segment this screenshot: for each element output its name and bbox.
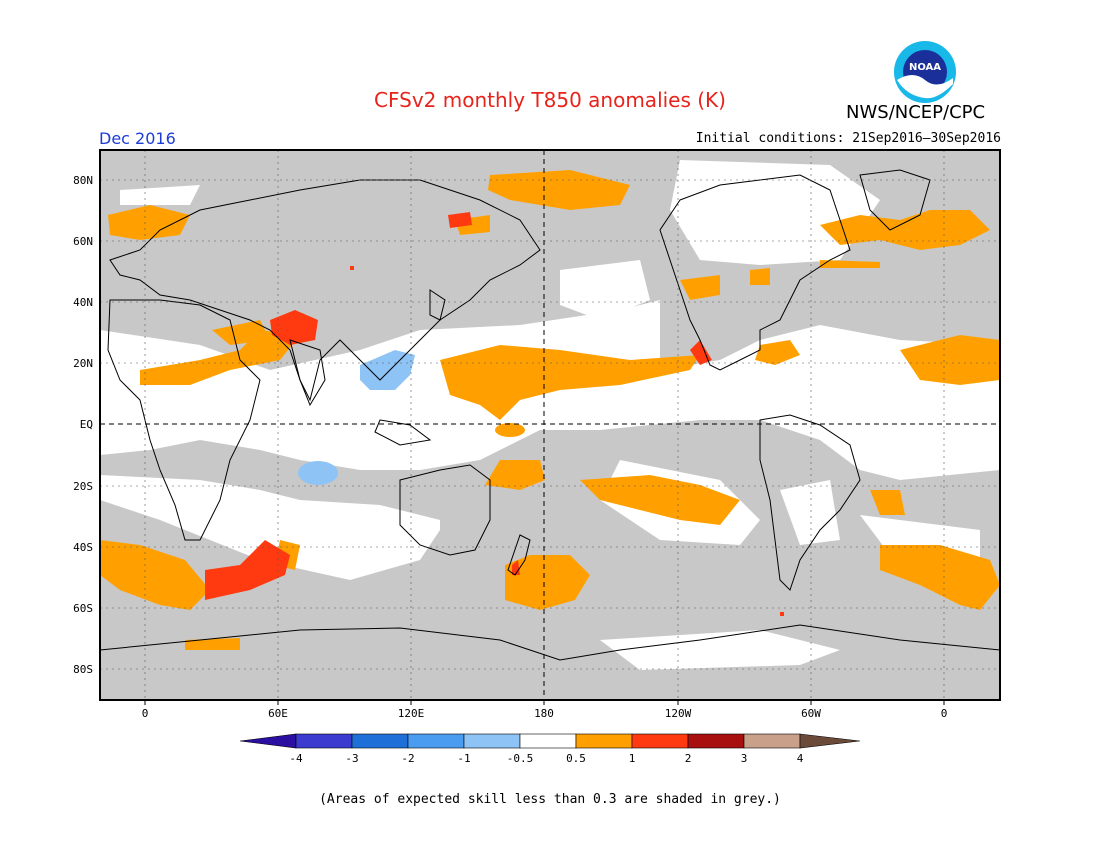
noaa-logo: NOAA xyxy=(894,41,956,103)
month-label: Dec 2016 xyxy=(99,129,176,148)
legend-label: 2 xyxy=(685,752,692,765)
equator-dateline xyxy=(100,150,1000,700)
legend-label: 3 xyxy=(741,752,748,765)
footnote: (Areas of expected skill less than 0.3 a… xyxy=(319,792,781,807)
legend-label: 4 xyxy=(797,752,804,765)
axis-ticks xyxy=(144,700,945,705)
cold-anomaly-regions xyxy=(298,350,415,485)
y-tick-label: 60N xyxy=(73,235,93,248)
legend-arrow-high xyxy=(799,733,861,749)
org-label: NWS/NCEP/CPC xyxy=(846,102,986,123)
x-tick-label: 120E xyxy=(398,707,425,720)
page-title: CFSv2 monthly T850 anomalies (K) xyxy=(374,88,726,112)
map-field xyxy=(100,150,1000,700)
x-tick-label: 0 xyxy=(941,707,948,720)
x-tick-label: 120W xyxy=(665,707,692,720)
legend-label: -4 xyxy=(289,752,303,765)
graticule xyxy=(100,150,1000,700)
legend-label: -2 xyxy=(401,752,414,765)
y-tick-label: EQ xyxy=(80,418,93,431)
legend-label: 0.5 xyxy=(566,752,586,765)
y-tick-label: 40N xyxy=(73,296,93,309)
legend-swatch xyxy=(687,733,745,749)
legend-swatch xyxy=(743,733,801,749)
y-tick-labels: 80N 60N 40N 20N EQ 20S 40S 60S 80S xyxy=(73,174,93,676)
x-tick-label: 60E xyxy=(268,707,288,720)
legend-swatch xyxy=(631,733,689,749)
legend-swatch xyxy=(519,733,577,749)
y-tick-label: 40S xyxy=(73,541,93,554)
map-frame xyxy=(99,149,1001,701)
legend-swatch xyxy=(463,733,521,749)
legend-swatch xyxy=(407,733,465,749)
logo-text: NOAA xyxy=(909,62,941,73)
y-tick-label: 80N xyxy=(73,174,93,187)
initial-conditions-label: Initial conditions: 21Sep2016–30Sep2016 xyxy=(695,131,1001,146)
y-tick-label: 20N xyxy=(73,357,93,370)
legend-swatch xyxy=(351,733,409,749)
legend-swatch xyxy=(295,733,353,749)
coastlines xyxy=(100,169,1000,661)
legend-labels: -4 -3 -2 -1 -0.5 0.5 1 2 3 4 xyxy=(289,752,803,765)
color-legend: -4 -3 -2 -1 -0.5 0.5 1 2 3 4 xyxy=(239,733,861,765)
x-tick-labels: 0 60E 120E 180 120W 60W 0 xyxy=(142,707,948,720)
legend-label: -1 xyxy=(457,752,470,765)
legend-label: -3 xyxy=(345,752,358,765)
x-tick-label: 60W xyxy=(801,707,821,720)
y-tick-label: 60S xyxy=(73,602,93,615)
legend-label: 1 xyxy=(629,752,636,765)
x-tick-label: 0 xyxy=(142,707,149,720)
legend-swatch xyxy=(575,733,633,749)
x-tick-label: 180 xyxy=(534,707,554,720)
y-tick-label: 80S xyxy=(73,663,93,676)
warm-anomaly-regions xyxy=(100,170,1000,650)
legend-label: -0.5 xyxy=(507,752,534,765)
y-tick-label: 20S xyxy=(73,480,93,493)
legend-arrow-low xyxy=(239,733,297,749)
